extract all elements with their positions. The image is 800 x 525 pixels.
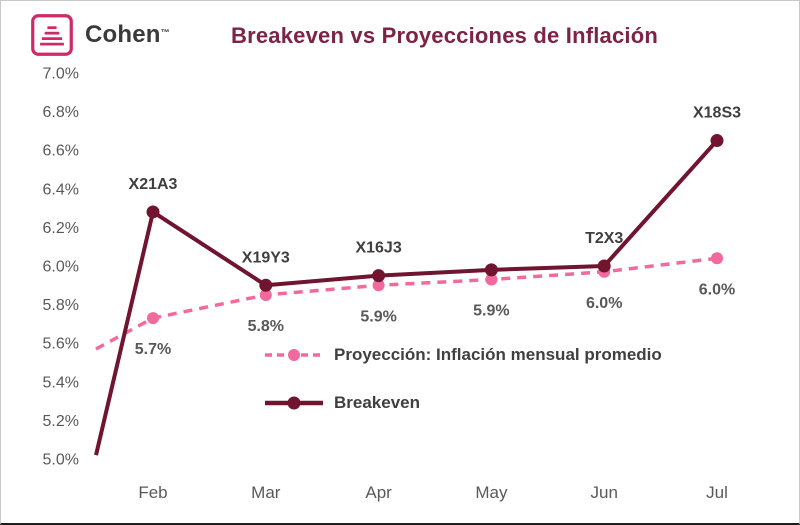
y-axis-tick-label: 5.4% [43,374,79,391]
y-axis-tick-label: 5.8% [43,297,79,314]
y-axis-tick-label: 6.0% [43,259,79,276]
y-axis-tick-label: 7.0% [43,66,79,83]
x-axis-label: Apr [365,483,392,502]
point-code-label: X16J3 [355,240,401,257]
point-value-label: 5.8% [248,318,284,335]
data-point-marker [710,134,724,148]
data-point-marker [259,288,272,301]
legend-label-breakeven: Breakeven [334,393,421,412]
x-axis-label: Feb [138,483,167,502]
legend-swatch-dashed-icon [265,349,323,361]
point-code-label: X21A3 [129,176,178,193]
point-value-label: 6.0% [699,281,735,298]
point-value-label: 5.7% [135,341,171,358]
data-point-marker [485,273,498,286]
data-point-marker [484,263,498,277]
point-code-label: X19Y3 [242,249,290,266]
chart-title: Breakeven vs Proyecciones de Inflación [231,23,659,48]
cohen-logo-text: Cohen™ [85,21,170,48]
y-axis-tick-label: 6.8% [43,104,79,121]
legend-swatch-solid-icon [265,396,323,410]
chart-legend: Proyección: Inflación mensual promedio B… [263,345,662,413]
cohen-logo: Cohen™ [29,13,170,57]
data-point-marker [259,278,273,292]
y-axis-tick-label: 5.2% [43,413,79,430]
y-axis-tick-label: 6.6% [43,143,79,160]
x-axis-label: May [475,483,508,502]
data-point-marker [372,269,386,283]
trademark-symbol: ™ [160,27,170,38]
legend-label-proyeccion: Proyección: Inflación mensual promedio [334,345,662,364]
point-value-label: 5.9% [473,303,509,320]
x-axis-label: Jul [706,483,728,502]
data-point-marker [711,252,723,265]
data-point-marker [147,312,159,325]
data-point-marker [597,259,611,273]
y-axis-tick-label: 6.4% [43,181,79,198]
point-value-label: 5.9% [360,308,396,325]
data-point-marker [146,205,160,219]
point-code-label: X18S3 [693,105,741,122]
point-code-label: T2X3 [585,230,623,247]
series-line-dashed [95,256,718,351]
y-axis-tick-label: 6.2% [43,220,79,237]
point-value-label: 6.0% [586,295,622,312]
cohen-logo-icon [31,14,73,56]
x-axis-label: Jun [590,483,617,502]
legend-item-breakeven: Breakeven [263,393,662,413]
data-point-marker [372,279,385,292]
y-axis-tick-label: 5.6% [43,336,79,353]
legend-item-proyeccion: Proyección: Inflación mensual promedio [263,345,662,365]
x-axis-label: Mar [251,483,281,502]
y-axis-tick-label: 5.0% [43,452,79,469]
